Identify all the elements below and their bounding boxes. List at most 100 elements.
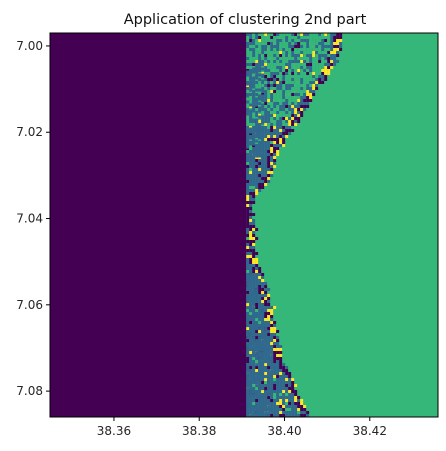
cluster-cell: [264, 129, 268, 132]
cluster-cell: [264, 381, 268, 384]
cluster-cell: [327, 60, 331, 63]
cluster-cell: [279, 378, 283, 381]
cluster-cell: [249, 85, 253, 89]
cluster-cell: [264, 357, 268, 360]
cluster-cell: [282, 387, 286, 390]
cluster-cell: [291, 42, 295, 45]
cluster-cell: [279, 132, 283, 135]
cluster-cell: [258, 399, 262, 403]
cluster-cell: [327, 42, 331, 45]
cluster-cell: [288, 96, 292, 99]
cluster-cell: [258, 267, 262, 270]
cluster-cell: [282, 42, 286, 45]
cluster-cell: [270, 51, 274, 54]
cluster-cell: [273, 360, 277, 363]
cluster-cell: [249, 309, 253, 313]
cluster-cell: [312, 81, 316, 84]
cluster-cell: [267, 306, 271, 309]
cluster-cell: [258, 42, 262, 45]
cluster-cell: [300, 93, 304, 96]
cluster-cell: [255, 375, 259, 379]
cluster-cell: [270, 351, 274, 354]
cluster-cell: [270, 324, 274, 327]
cluster-cell: [330, 66, 334, 69]
cluster-cell: [276, 144, 280, 147]
cluster-cell: [270, 153, 274, 156]
cluster-cell: [318, 39, 322, 42]
cluster-cell: [336, 60, 340, 63]
cluster-cell: [246, 369, 250, 373]
cluster-cell: [297, 102, 301, 105]
cluster-cell: [261, 48, 265, 51]
cluster-cell: [252, 360, 256, 363]
cluster-cell: [288, 102, 292, 105]
cluster-cell: [321, 72, 325, 75]
cluster-cell: [270, 114, 274, 117]
cluster-cell: [279, 138, 283, 141]
cluster-cell: [258, 279, 262, 282]
cluster-cell: [315, 69, 319, 72]
cluster-cell: [264, 60, 268, 63]
cluster-cell: [300, 69, 304, 72]
cluster-cell: [264, 102, 268, 105]
cluster-cell: [291, 93, 295, 96]
cluster-cell: [255, 330, 259, 333]
cluster-cell: [276, 108, 280, 111]
cluster-cell: [303, 48, 307, 51]
cluster-cell: [309, 54, 313, 57]
cluster-cell: [333, 63, 337, 66]
cluster-cell: [255, 48, 259, 51]
cluster-cell: [258, 333, 262, 337]
cluster-cell: [252, 342, 256, 346]
cluster-cell: [252, 67, 256, 71]
cluster-cell: [306, 96, 310, 99]
cluster-cell: [252, 100, 256, 104]
cluster-cell: [264, 75, 268, 78]
cluster-cell: [249, 342, 253, 346]
cluster-cell: [291, 63, 295, 66]
cluster-cell: [267, 39, 271, 42]
cluster-cell: [264, 366, 268, 369]
cluster-cell: [255, 297, 259, 301]
cluster-cell: [273, 126, 277, 129]
cluster-cell: [255, 381, 259, 385]
cluster-cell: [255, 366, 259, 369]
cluster-cell: [246, 330, 250, 333]
cluster-cell: [306, 90, 310, 93]
cluster-cell: [249, 399, 253, 403]
cluster-cell: [249, 279, 253, 283]
cluster-cell: [258, 78, 262, 81]
cluster-cell: [261, 315, 265, 318]
cluster-cell: [261, 363, 265, 367]
cluster-cell: [246, 399, 250, 402]
cluster-cell: [273, 48, 277, 51]
cluster-cell: [252, 354, 256, 358]
cluster-cell: [249, 384, 253, 388]
cluster-cell: [333, 33, 337, 36]
cluster-cell: [273, 129, 277, 132]
cluster-cell: [276, 87, 280, 90]
cluster-cell: [276, 345, 280, 348]
cluster-cell: [246, 249, 250, 252]
cluster-cell: [285, 36, 289, 39]
cluster-cell: [252, 387, 256, 391]
cluster-cell: [333, 48, 337, 51]
cluster-cell: [285, 69, 289, 72]
cluster-cell: [273, 411, 277, 414]
cluster-cell: [282, 123, 286, 126]
cluster-cell: [294, 411, 298, 414]
cluster-cell: [252, 255, 256, 258]
cluster-cell: [261, 273, 265, 276]
cluster-cell: [246, 129, 250, 132]
cluster-cell: [270, 132, 274, 135]
cluster-cell: [288, 405, 292, 408]
cluster-cell: [255, 76, 259, 80]
cluster-cell: [285, 54, 289, 57]
cluster-cell: [282, 390, 286, 393]
cluster-cell: [282, 144, 286, 147]
cluster-cell: [258, 168, 262, 171]
cluster-cell: [267, 48, 271, 51]
cluster-cell: [249, 330, 253, 333]
cluster-cell: [252, 91, 256, 95]
cluster-cell: [285, 99, 289, 102]
